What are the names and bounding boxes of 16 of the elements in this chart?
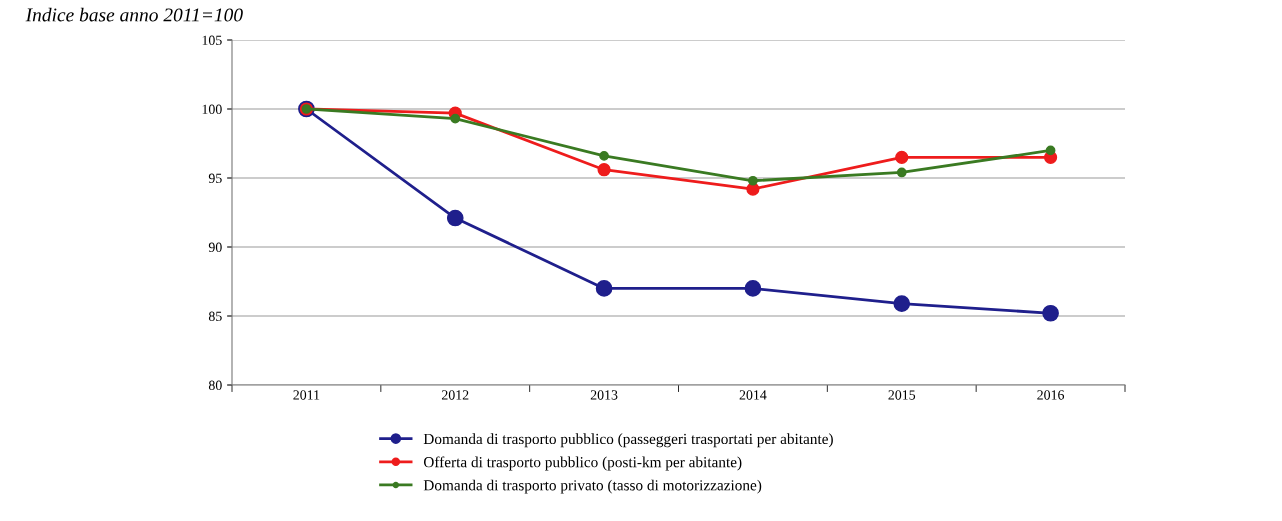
x-tick-label: 2014 — [739, 390, 767, 400]
chart-title: Indice base anno 2011=100 — [25, 7, 243, 22]
y-tick-label: 85 — [208, 311, 222, 321]
y-tick-label: 100 — [202, 104, 222, 114]
x-tick-label: 2016 — [1037, 390, 1065, 400]
y-tick-label: 90 — [208, 242, 222, 252]
x-tick-label: 2012 — [441, 390, 469, 400]
y-tick-label: 80 — [208, 380, 222, 390]
legend-label: Domanda di trasporto privato (tasso di motorizzazione) — [423, 479, 762, 494]
x-tick-label: 2015 — [888, 390, 916, 400]
y-tick-label: 105 — [202, 35, 222, 45]
y-tick-label: 95 — [208, 173, 222, 183]
x-tick-label: 2011 — [293, 390, 320, 400]
x-tick-label: 2013 — [590, 390, 618, 400]
legend-label: Domanda di trasporto pubblico (passeggeri trasportati per abitante) — [423, 433, 833, 448]
legend-label: Offerta di trasporto pubblico (posti-km per abitante) — [423, 456, 742, 471]
